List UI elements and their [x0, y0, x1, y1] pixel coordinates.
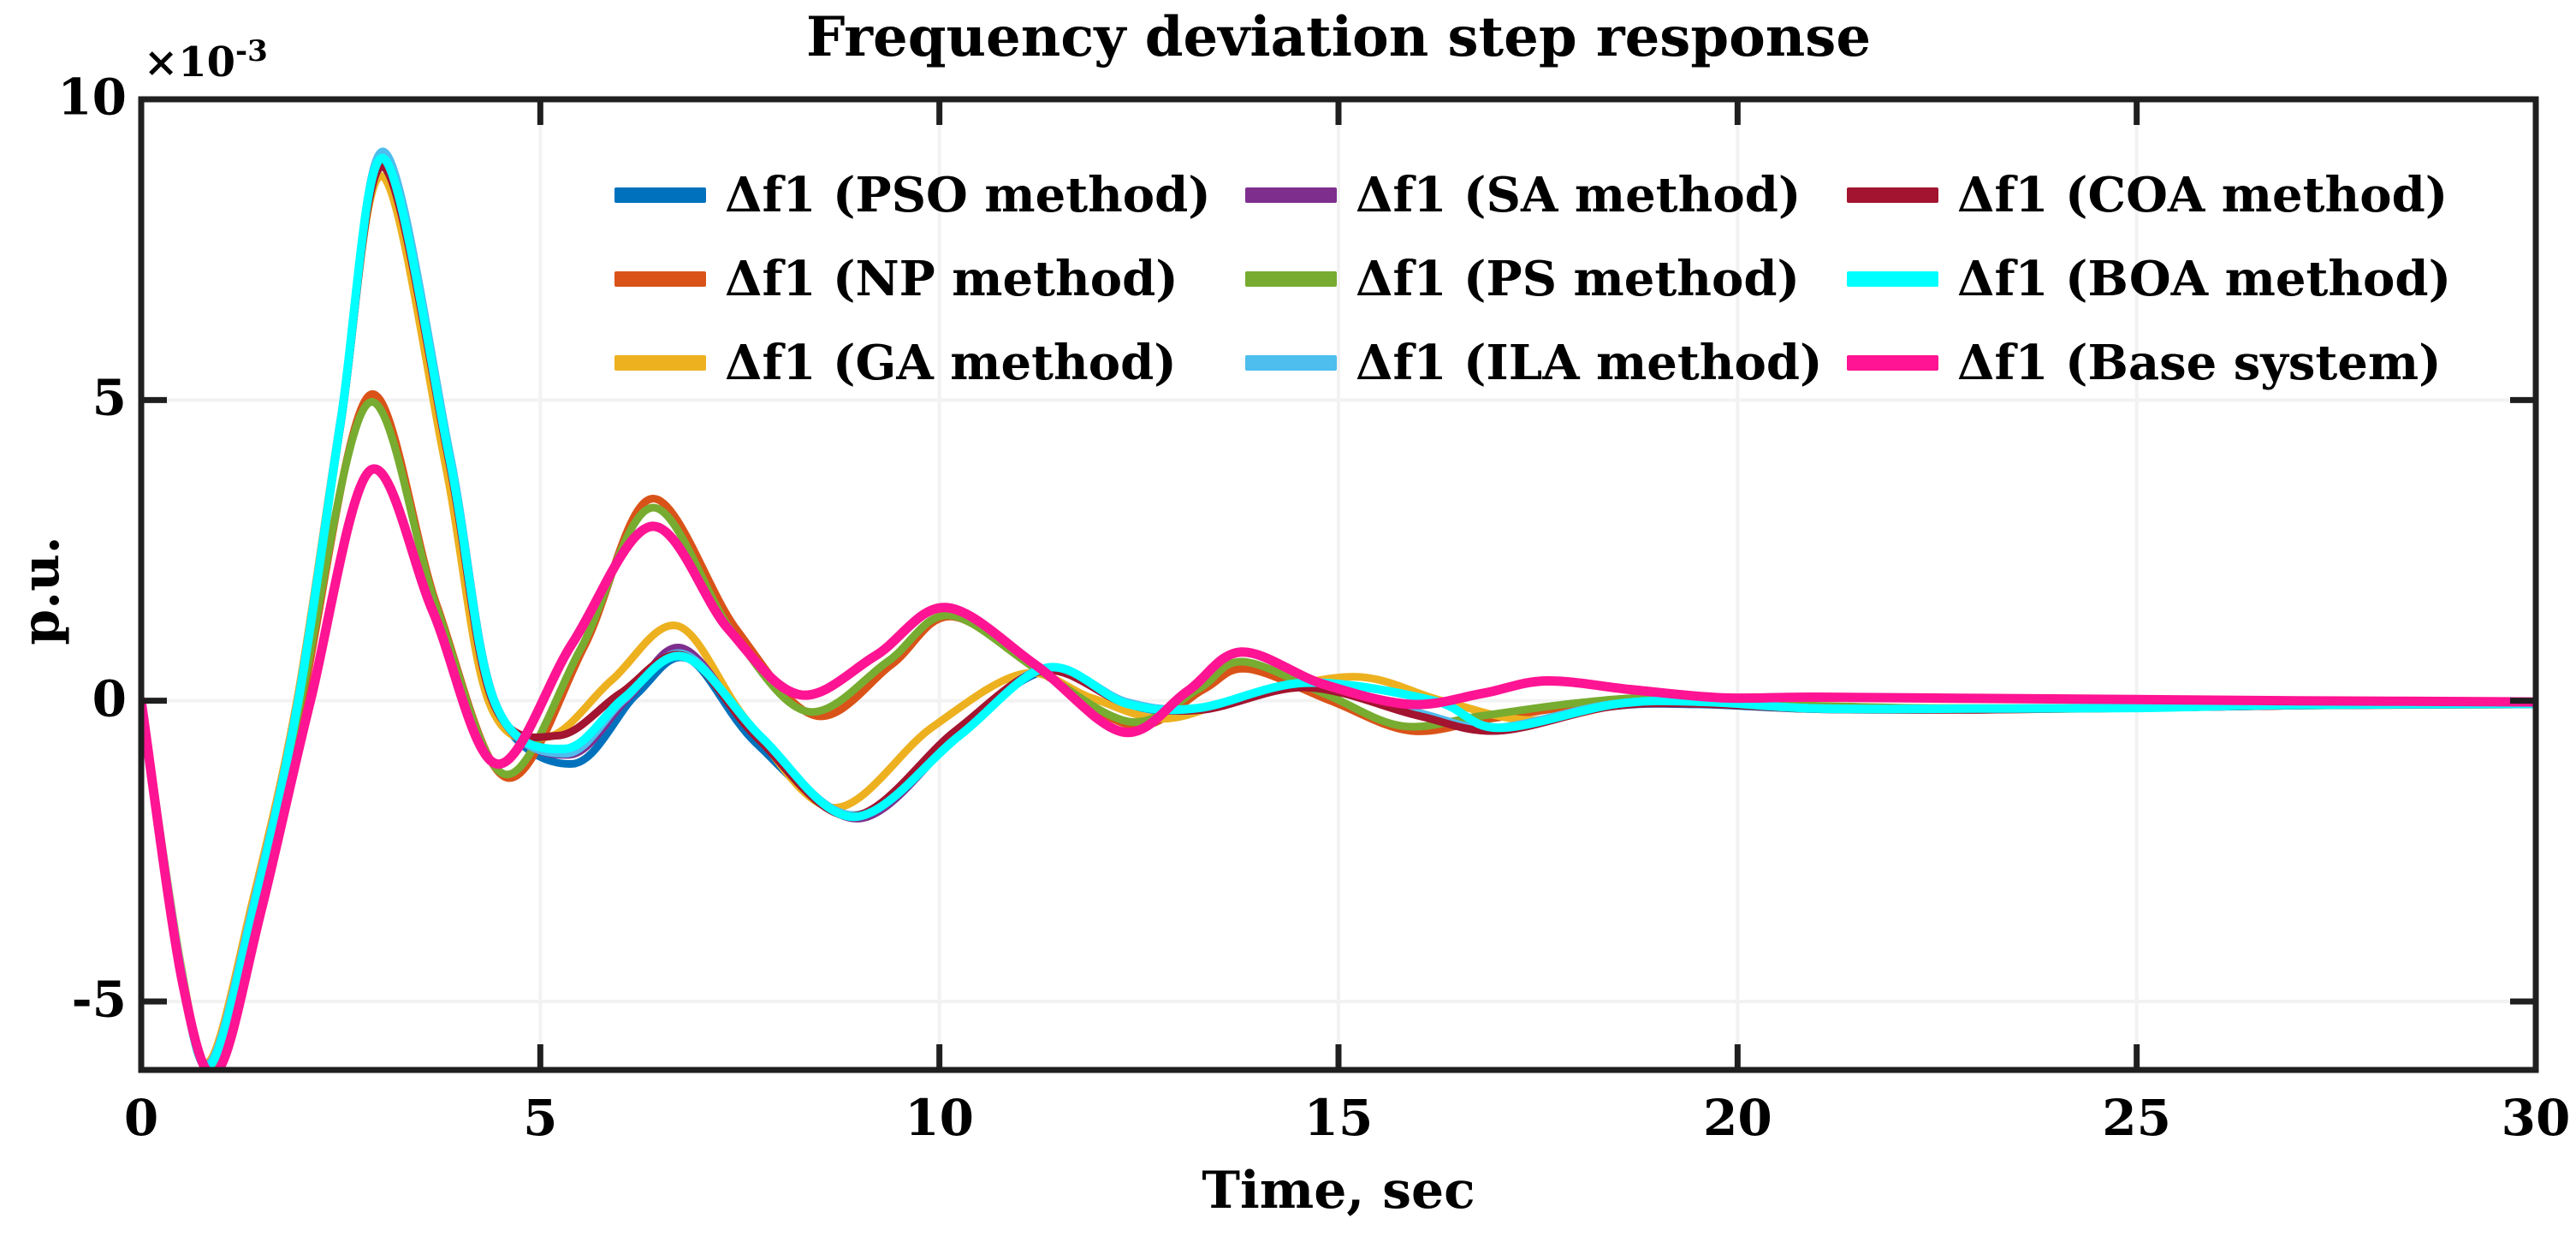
multiplier-exponent: -3 — [235, 34, 268, 68]
x-tick-label-30: 30 — [2501, 1089, 2571, 1147]
y-tick-label-5: 5 — [92, 368, 127, 427]
y-axis-label: p.u. — [11, 536, 71, 645]
y-tick-label--5: -5 — [71, 970, 127, 1029]
curve-base — [141, 464, 2536, 1070]
x-tick-label-10: 10 — [905, 1089, 975, 1147]
chart-title: Frequency deviation step response — [805, 5, 1872, 69]
x-tick-label-15: 15 — [1303, 1089, 1374, 1147]
x-tick-label-5: 5 — [523, 1089, 558, 1147]
x-tick-label-20: 20 — [1702, 1089, 1772, 1147]
y-tick-label-0: 0 — [92, 669, 127, 728]
curve-boa — [141, 153, 2536, 1070]
multiplier-base: ×10 — [144, 39, 236, 86]
x-tick-label-25: 25 — [2102, 1089, 2172, 1147]
y-tick-label-10: 10 — [57, 68, 127, 127]
x-axis-label: Time, sec — [1202, 1161, 1475, 1221]
x-tick-label-0: 0 — [123, 1089, 159, 1147]
y-axis-multiplier: ×10-3 — [144, 34, 268, 86]
